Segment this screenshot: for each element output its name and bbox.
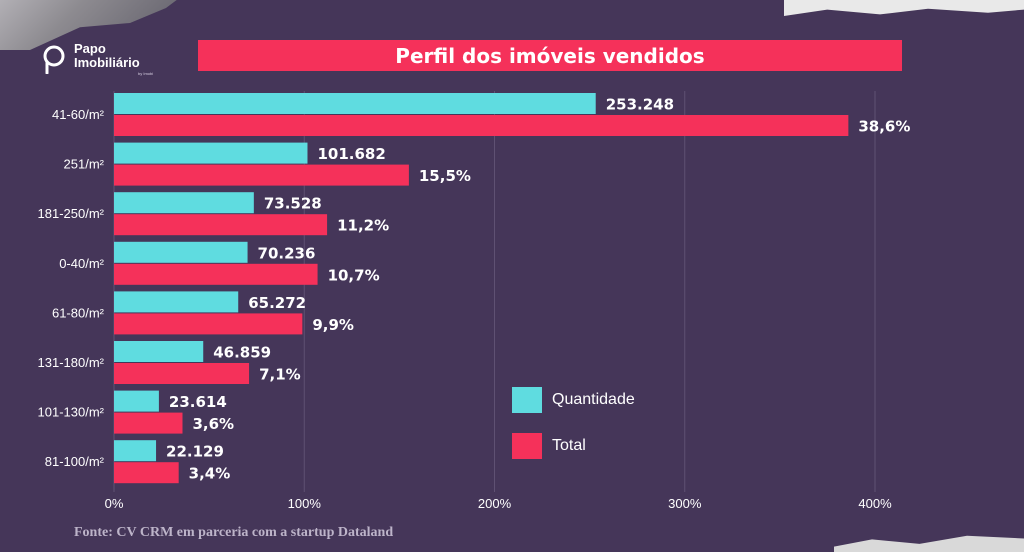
- bar-total: [114, 164, 409, 186]
- category-label: 251/m²: [64, 157, 105, 172]
- legend-label-total: Total: [552, 437, 586, 454]
- x-tick-label: 0%: [105, 496, 124, 511]
- data-label: 3,4%: [189, 465, 231, 483]
- bar-quantidade: [114, 390, 159, 412]
- bar-total: [114, 263, 318, 285]
- category-label: 61-80/m²: [52, 305, 105, 320]
- category-label: 0-40/m²: [59, 256, 104, 271]
- bar-total: [114, 214, 328, 236]
- category-label: 101-130/m²: [38, 405, 105, 420]
- category-label: 181-250/m²: [38, 206, 105, 221]
- source-note: Fonte: CV CRM em parceria com a startup …: [74, 525, 394, 540]
- x-tick-label: 300%: [668, 496, 702, 511]
- data-label: 70.236: [258, 244, 316, 262]
- data-label: 65.272: [248, 294, 306, 312]
- legend-swatch-quantidade: [512, 387, 542, 413]
- bar-total: [114, 412, 183, 434]
- bar-quantidade: [114, 291, 239, 313]
- logo-wordmark: Papo Imobiliário: [74, 42, 140, 70]
- logo-line-1: Papo: [74, 41, 106, 56]
- x-tick-label: 400%: [858, 496, 892, 511]
- data-label: 11,2%: [337, 217, 389, 235]
- chart-title: Perfil dos imóveis vendidos: [395, 43, 705, 68]
- data-label: 3,6%: [192, 415, 234, 433]
- data-label: 9,9%: [312, 316, 354, 334]
- brand-logo: Papo Imobiliário by Imobi: [42, 40, 192, 80]
- logo-subtitle: by Imobi: [138, 71, 154, 76]
- bar-quantidade: [114, 142, 308, 164]
- legend-item-quantidade: Quantidade: [512, 387, 635, 413]
- category-label: 81-100/m²: [45, 454, 105, 469]
- bar-total: [114, 313, 303, 335]
- data-label: 22.129: [166, 443, 224, 461]
- legend-item-total: Total: [512, 433, 586, 459]
- x-tick-label: 100%: [288, 496, 322, 511]
- data-label: 101.682: [317, 145, 385, 163]
- bar-quantidade: [114, 241, 248, 263]
- legend-label-quantidade: Quantidade: [552, 391, 635, 408]
- logo-line-2: Imobiliário: [74, 55, 140, 70]
- bar-quantidade: [114, 192, 254, 214]
- data-label: 253.248: [606, 96, 674, 114]
- category-label: 41-60/m²: [52, 107, 105, 122]
- data-label: 38,6%: [858, 118, 910, 136]
- data-label: 10,7%: [328, 266, 380, 284]
- logo-mark-icon: [43, 45, 65, 74]
- x-tick-label: 200%: [478, 496, 512, 511]
- data-label: 46.859: [213, 344, 271, 362]
- data-label: 15,5%: [419, 167, 471, 185]
- bar-quantidade: [114, 341, 204, 362]
- bar-quantidade: [114, 440, 157, 462]
- category-label: 131-180/m²: [38, 355, 105, 370]
- bar-total: [114, 115, 849, 136]
- legend-swatch-total: [512, 433, 542, 459]
- data-label: 7,1%: [259, 366, 301, 384]
- data-label: 23.614: [169, 393, 227, 411]
- chart-title-banner: Perfil dos imóveis vendidos: [198, 40, 902, 71]
- bar-quantidade: [114, 93, 596, 114]
- data-label: 73.528: [264, 195, 322, 213]
- bar-total: [114, 363, 250, 384]
- bar-total: [114, 462, 179, 484]
